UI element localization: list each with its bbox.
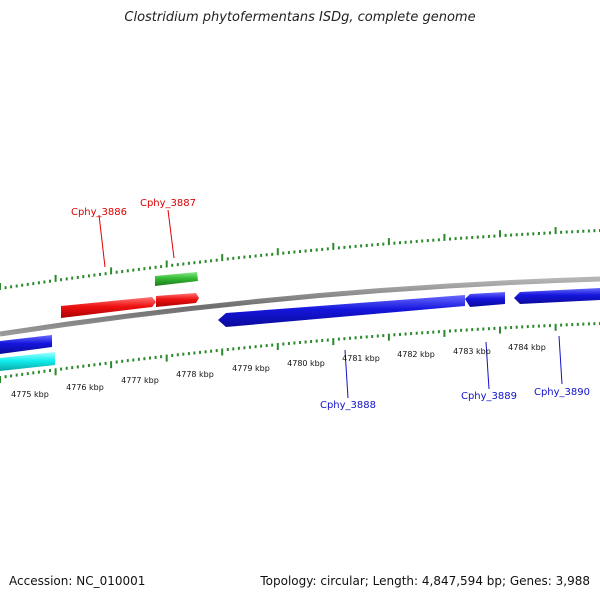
scale-label: 4776 kbp bbox=[66, 383, 104, 392]
scale-label: 4780 kbp bbox=[287, 359, 325, 368]
gene-cphy-3890[interactable] bbox=[514, 288, 600, 304]
gene-label-cphy-3886: Cphy_3886 bbox=[71, 207, 127, 218]
scale-label: 4779 kbp bbox=[232, 364, 270, 373]
forward-strand-ticks bbox=[0, 227, 600, 290]
gene-cphy-3886[interactable] bbox=[61, 297, 156, 318]
genome-backbone bbox=[0, 276, 600, 337]
genome-title: Clostridium phytofermentans ISDg, comple… bbox=[124, 10, 476, 25]
scale-label: 4783 kbp bbox=[453, 347, 491, 356]
scale-label: 4775 kbp bbox=[11, 390, 49, 399]
gene-reverse-blue-left[interactable] bbox=[0, 335, 52, 354]
reverse-strand-ticks bbox=[0, 322, 600, 383]
leader-line-cphy-3890 bbox=[558, 335, 563, 385]
gene-cphy-3887[interactable] bbox=[156, 293, 199, 307]
gene-cphy-3889[interactable] bbox=[465, 292, 505, 307]
gene-green-feature[interactable] bbox=[155, 272, 198, 286]
gene-cphy-3888[interactable] bbox=[218, 295, 465, 327]
gene-label-cphy-3890: Cphy_3890 bbox=[534, 387, 590, 398]
genome-summary-text: Topology: circular; Length: 4,847,594 bp… bbox=[260, 574, 590, 588]
scale-label: 4781 kbp bbox=[342, 354, 380, 363]
gene-reverse-cyan-left[interactable] bbox=[0, 352, 55, 371]
scale-label: 4778 kbp bbox=[176, 370, 214, 379]
gene-label-cphy-3888: Cphy_3888 bbox=[320, 400, 376, 411]
accession-text: Accession: NC_010001 bbox=[9, 574, 146, 588]
leader-line-cphy-3888 bbox=[344, 349, 349, 399]
scale-label: 4782 kbp bbox=[397, 350, 435, 359]
gene-label-cphy-3887: Cphy_3887 bbox=[140, 198, 196, 209]
scale-label: 4784 kbp bbox=[508, 343, 546, 352]
leader-line-cphy-3887 bbox=[167, 209, 175, 259]
scale-label: 4777 kbp bbox=[121, 376, 159, 385]
gene-label-cphy-3889: Cphy_3889 bbox=[461, 391, 517, 402]
leader-line-cphy-3889 bbox=[485, 341, 490, 390]
leader-line-cphy-3886 bbox=[98, 214, 106, 268]
